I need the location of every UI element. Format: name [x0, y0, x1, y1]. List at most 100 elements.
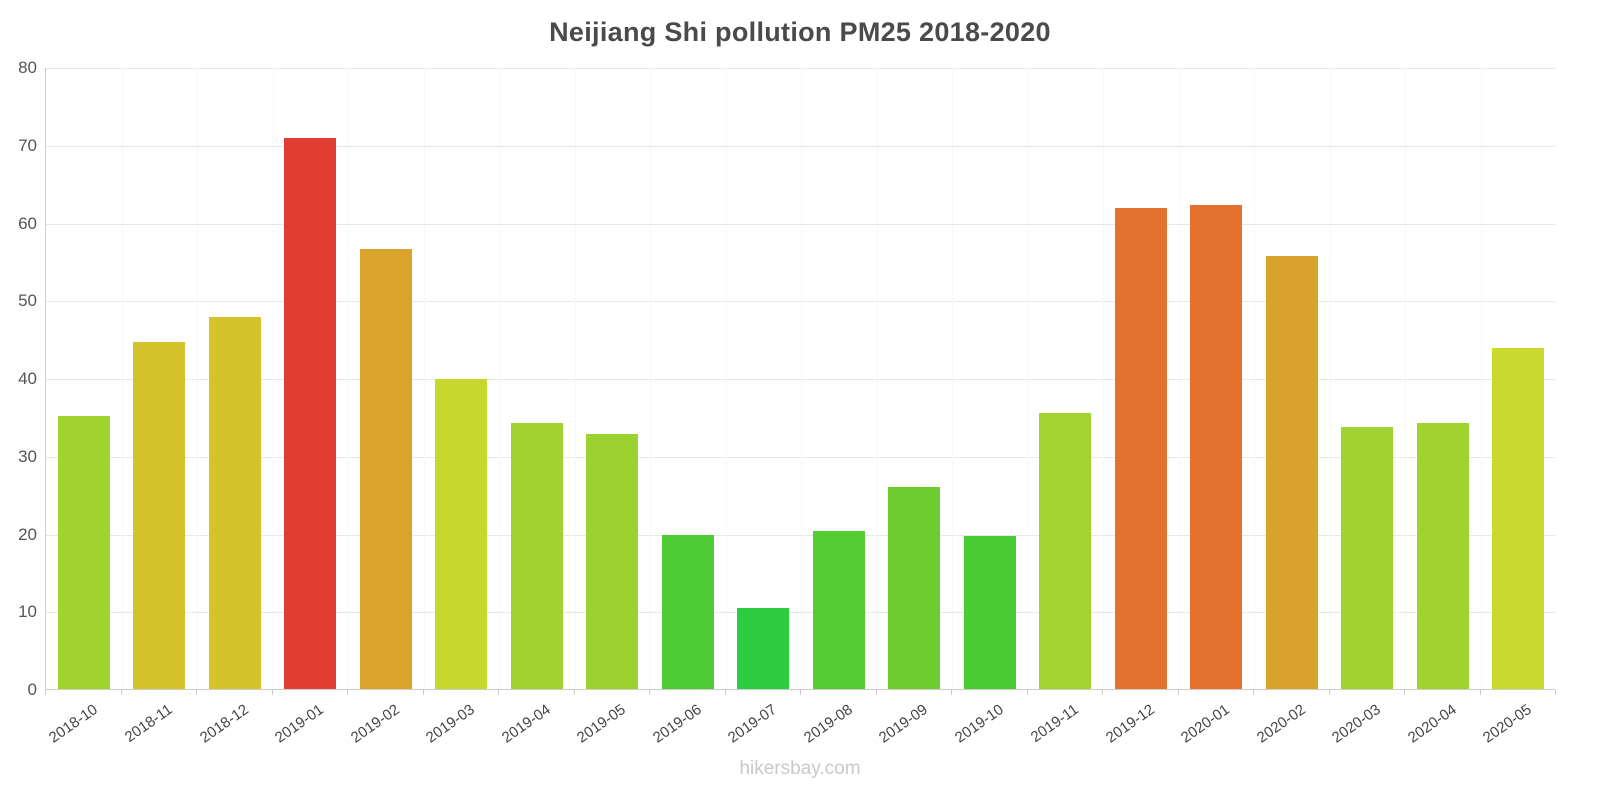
gridline-x-7 — [574, 68, 576, 690]
x-tick-label-2018-12: 2018-12 — [196, 701, 252, 747]
y-tick-label-20: 20 — [18, 524, 37, 544]
x-tick-label-2019-11: 2019-11 — [1028, 701, 1083, 746]
x-tick-mark — [800, 690, 801, 695]
y-tick-label-10: 10 — [18, 602, 37, 622]
x-tick-label-2019-05: 2019-05 — [574, 701, 630, 747]
bar-2020-05[interactable] — [1492, 347, 1545, 689]
bar-2018-11[interactable] — [133, 341, 186, 689]
x-tick-mark — [45, 690, 46, 695]
gridline-x-19 — [1480, 68, 1482, 690]
x-tick-mark — [724, 690, 726, 695]
x-tick-label-2019-08: 2019-08 — [800, 701, 856, 747]
bar-2019-07[interactable] — [737, 607, 790, 689]
x-tick-mark — [498, 690, 499, 695]
x-tick-label-2019-09: 2019-09 — [876, 701, 932, 747]
bar-2018-12[interactable] — [208, 316, 261, 689]
x-tick-mark — [1026, 690, 1028, 695]
plot-area — [45, 68, 1555, 690]
x-tick-label-2019-04: 2019-04 — [498, 701, 554, 747]
gridline-x-14 — [1103, 68, 1104, 690]
gridline-x-11 — [876, 68, 878, 690]
bar-2019-03[interactable] — [435, 379, 488, 689]
bar-2020-02[interactable] — [1265, 256, 1318, 689]
gridline-x-3 — [272, 68, 274, 690]
gridline-x-4 — [348, 68, 349, 690]
x-tick-mark — [1328, 690, 1330, 695]
bar-2019-04[interactable] — [510, 423, 563, 689]
y-tick-label-70: 70 — [18, 135, 37, 155]
x-tick-label-2019-12: 2019-12 — [1102, 701, 1158, 747]
gridline-x-17 — [1329, 68, 1331, 690]
y-tick-label-30: 30 — [18, 446, 37, 466]
chart-title: Neijiang Shi pollution PM25 2018-2020 — [549, 17, 1051, 47]
bar-2019-12[interactable] — [1114, 207, 1167, 689]
y-tick-label-40: 40 — [18, 369, 37, 388]
x-tick-mark — [422, 690, 424, 695]
gridline-x-9 — [725, 68, 727, 690]
gridline-x-13 — [1027, 68, 1029, 690]
y-tick-label-60: 60 — [18, 213, 37, 233]
gridline-y-70 — [46, 145, 1555, 147]
x-tick-label-2018-11: 2018-11 — [122, 701, 177, 746]
x-tick-label-2019-06: 2019-06 — [649, 701, 705, 747]
x-tick-mark — [573, 690, 575, 695]
x-tick-mark — [1102, 690, 1103, 695]
x-tick-mark — [1404, 690, 1405, 695]
y-tick-label-80: 80 — [18, 58, 37, 77]
x-axis-line — [46, 689, 1555, 690]
bar-2019-08[interactable] — [812, 530, 865, 689]
x-tick-label-2019-02: 2019-02 — [347, 701, 403, 747]
x-tick-label-2018-10: 2018-10 — [45, 701, 101, 747]
bar-2018-10[interactable] — [57, 415, 110, 689]
x-tick-mark — [196, 690, 197, 695]
x-tick-label-2019-01: 2019-01 — [272, 701, 328, 747]
bar-2019-10[interactable] — [963, 536, 1016, 689]
x-tick-mark — [347, 690, 348, 695]
x-tick-mark — [271, 690, 273, 695]
y-tick-label-0: 0 — [27, 680, 37, 699]
x-tick-mark — [1253, 690, 1254, 695]
bar-2020-03[interactable] — [1341, 427, 1394, 689]
x-tick-label-2019-03: 2019-03 — [423, 701, 479, 747]
x-tick-mark — [120, 690, 122, 695]
bar-2019-02[interactable] — [359, 249, 412, 689]
bar-2019-01[interactable] — [284, 137, 337, 689]
x-tick-label-2020-02: 2020-02 — [1253, 701, 1309, 747]
gridline-y-60 — [46, 223, 1555, 225]
bar-2019-09[interactable] — [888, 487, 941, 689]
footer-watermark: hikersbay.com — [739, 758, 861, 779]
y-tick-label-50: 50 — [18, 291, 37, 311]
gridline-y-30 — [46, 456, 1555, 458]
x-tick-label-2020-03: 2020-03 — [1329, 701, 1385, 747]
x-tick-label-2020-04: 2020-04 — [1404, 701, 1460, 747]
x-tick-mark — [1555, 690, 1556, 695]
gridline-x-10 — [801, 68, 802, 690]
gridline-y-40 — [46, 379, 1555, 380]
x-tick-label-2020-01: 2020-01 — [1178, 701, 1234, 747]
x-tick-mark — [649, 690, 650, 695]
gridline-x-1 — [121, 68, 123, 690]
gridline-x-12 — [952, 68, 953, 690]
gridline-y-80 — [46, 68, 1555, 69]
gridline-x-18 — [1405, 68, 1406, 690]
x-tick-label-2020-05: 2020-05 — [1480, 701, 1536, 747]
x-tick-mark — [1479, 690, 1481, 695]
gridline-x-5 — [423, 68, 425, 690]
gridline-y-20 — [46, 534, 1555, 536]
x-tick-mark — [875, 690, 877, 695]
x-tick-mark — [1177, 690, 1179, 695]
x-tick-label-2019-10: 2019-10 — [951, 701, 1007, 747]
bar-2020-04[interactable] — [1416, 423, 1469, 689]
bar-2020-01[interactable] — [1190, 204, 1243, 689]
bar-2019-06[interactable] — [661, 534, 714, 689]
bar-2019-11[interactable] — [1039, 413, 1092, 689]
x-tick-mark — [951, 690, 952, 695]
gridline-y-50 — [46, 301, 1555, 303]
gridline-x-2 — [197, 68, 198, 690]
gridline-x-16 — [1254, 68, 1255, 690]
gridline-x-6 — [499, 68, 500, 690]
gridline-x-15 — [1178, 68, 1180, 690]
gridline-y-10 — [46, 612, 1555, 614]
bar-2019-05[interactable] — [586, 434, 639, 689]
